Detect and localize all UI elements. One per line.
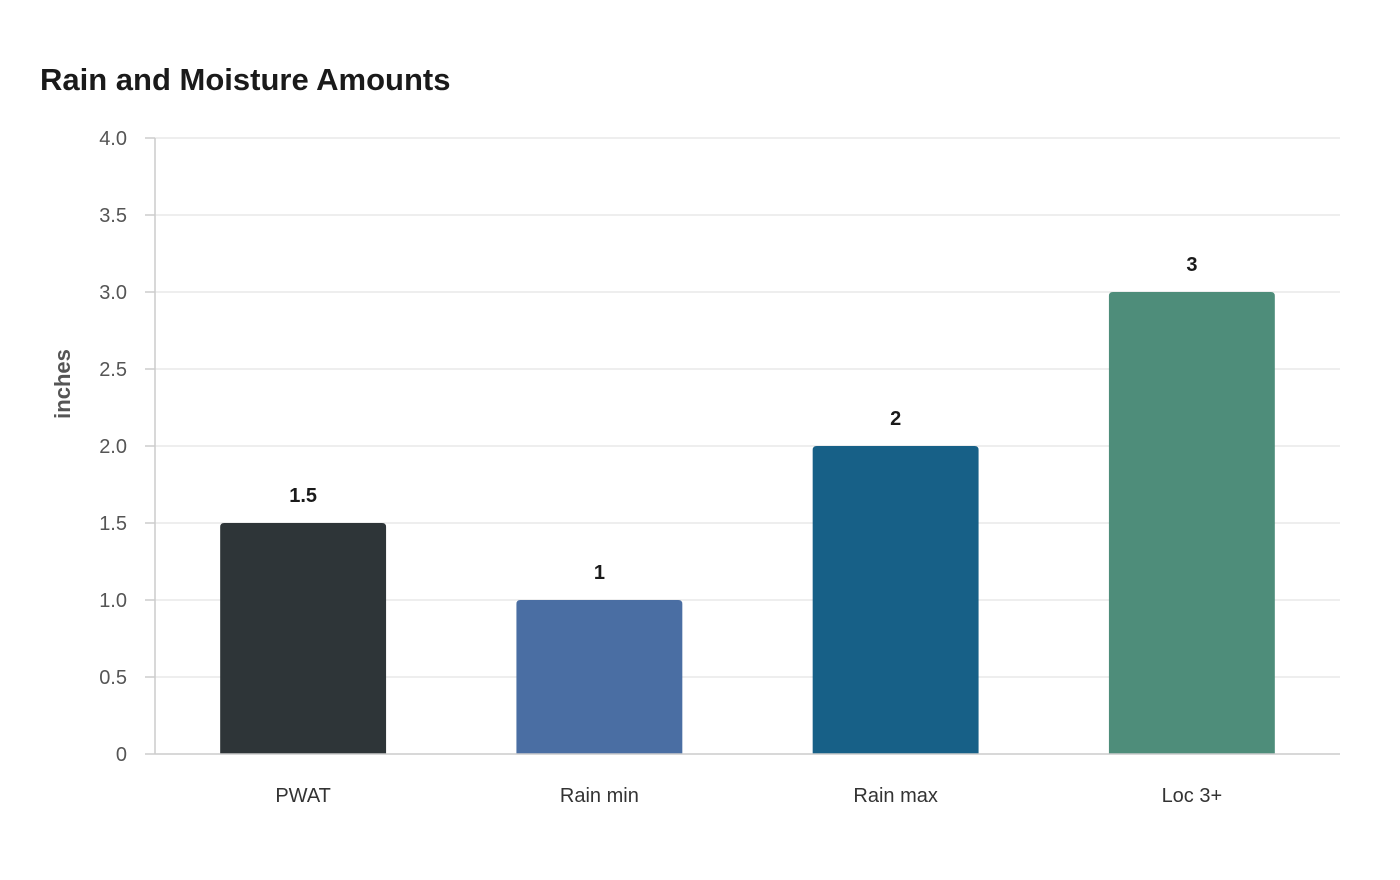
bar-loc-3 <box>1108 292 1275 754</box>
y-tick-label: 4.0 <box>99 128 127 150</box>
data-label: 2 <box>890 408 901 430</box>
chart-title: Rain and Moisture Amounts <box>40 62 450 97</box>
x-tick-label: Loc 3+ <box>1162 785 1223 807</box>
y-tick-label: 1.0 <box>99 590 127 612</box>
y-tick-label: 2.5 <box>99 359 127 381</box>
data-labels: 1.5 1 2 3 <box>289 254 1197 584</box>
y-tick-label: 0 <box>116 744 127 766</box>
y-tick-label: 3.0 <box>99 282 127 304</box>
bar-rain-max <box>812 446 979 754</box>
y-tick-label: 0.5 <box>99 667 127 689</box>
data-label: 3 <box>1186 254 1197 276</box>
bar-pwat <box>220 523 387 754</box>
x-tick-label: Rain min <box>560 785 639 807</box>
y-tick-label: 3.5 <box>99 205 127 227</box>
y-axis-label: inches <box>50 349 75 419</box>
y-tick-label: 1.5 <box>99 513 127 535</box>
bars <box>220 292 1275 754</box>
data-label: 1 <box>594 562 605 584</box>
x-tick-label: PWAT <box>275 785 331 807</box>
y-axis-ticks: 0 0.5 1.0 1.5 2.0 2.5 3.0 3.5 4.0 <box>99 128 155 766</box>
bar-rain-min <box>516 600 683 754</box>
x-tick-label: Rain max <box>853 785 937 807</box>
data-label: 1.5 <box>289 485 317 507</box>
x-axis-ticks: PWAT Rain min Rain max Loc 3+ <box>275 785 1222 807</box>
y-tick-label: 2.0 <box>99 436 127 458</box>
